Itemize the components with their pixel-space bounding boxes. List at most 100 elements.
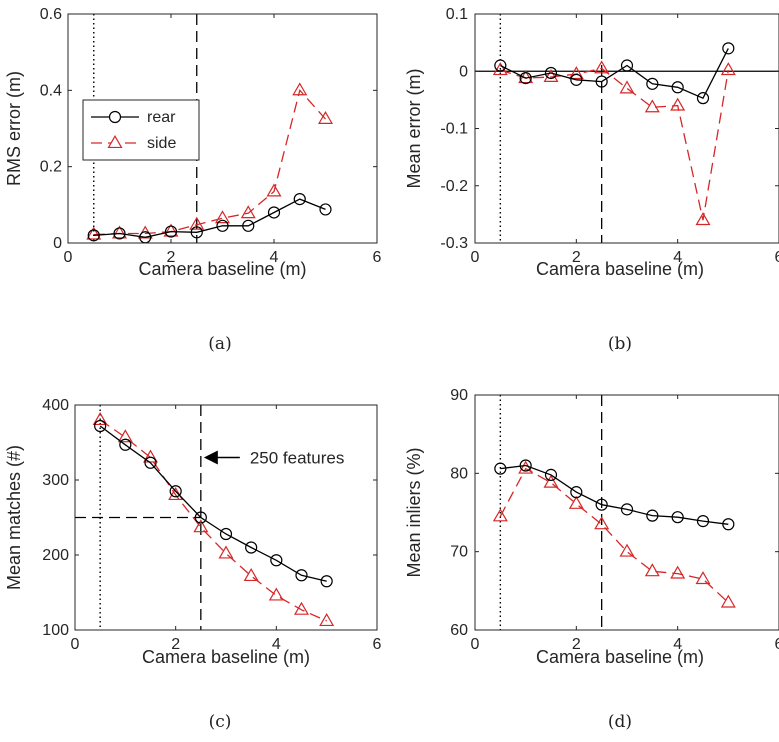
rear-data-point xyxy=(164,225,178,238)
rear-data-point xyxy=(646,509,659,522)
rear-data-point xyxy=(722,42,735,55)
side-data-point xyxy=(215,210,230,224)
x-tick-label: 6 xyxy=(373,636,382,653)
rear-data-point xyxy=(570,486,583,499)
side-data-point xyxy=(695,212,711,226)
rear-data-point xyxy=(570,73,583,86)
x-axis-label: Camera baseline (m) xyxy=(142,647,310,667)
side-data-point xyxy=(619,80,635,94)
annotation: 250 features xyxy=(203,449,345,468)
side-data-point xyxy=(543,68,559,82)
rear-data-point xyxy=(245,541,258,554)
legend: rear side xyxy=(82,99,200,161)
side-data-point xyxy=(492,508,508,522)
x-tick-label: 6 xyxy=(775,249,779,266)
rear-data-point xyxy=(190,226,203,239)
plot-area-2 xyxy=(75,405,335,630)
x-tick-label: 4 xyxy=(270,249,279,266)
chart-panel-3: 0 2 4 6 60 70 80 90 Camera baseline (m) Mean inli… xyxy=(404,387,779,732)
side-data-point xyxy=(266,183,282,197)
y-tick-label: 0.1 xyxy=(446,6,468,23)
rear-data-point xyxy=(595,75,608,88)
side-data-point xyxy=(644,99,660,113)
side-data-point xyxy=(319,612,335,627)
side-data-point xyxy=(594,516,610,530)
rear-data-point xyxy=(242,219,255,232)
y-tick-label: -0.2 xyxy=(440,178,468,195)
axes-box xyxy=(67,13,378,244)
axes-box xyxy=(474,394,779,631)
rear-data-point xyxy=(494,59,507,72)
x-axis-label: Camera baseline (m) xyxy=(536,647,704,667)
rear-data-point xyxy=(113,227,126,240)
chart-panel-0: 0 2 4 6 0 0.2 0.4 0.6 Camera baseline (m) RMS err… xyxy=(4,6,382,354)
y-tick-label: 90 xyxy=(450,387,468,404)
y-axis-label: RMS error (m) xyxy=(4,71,24,186)
y-tick-label: -0.3 xyxy=(440,235,468,252)
rear-data-point xyxy=(169,485,182,498)
axes-box xyxy=(74,404,378,631)
rear-data-point xyxy=(320,575,333,588)
side-data-point xyxy=(568,495,584,509)
rear-data-point xyxy=(144,456,157,469)
y-tick-label: 60 xyxy=(450,622,468,639)
annotation-label: 250 features xyxy=(250,449,345,468)
rear-data-point xyxy=(544,66,558,80)
y-tick-label: 100 xyxy=(42,622,69,639)
rear-data-point xyxy=(620,59,634,72)
y-tick-label: 70 xyxy=(450,544,468,561)
plot-area-3 xyxy=(492,395,736,630)
rear-data-point xyxy=(671,81,684,94)
x-tick-label: 2 xyxy=(572,249,581,266)
chart-panel-1: 0 2 4 6 -0.3 -0.2 -0.1 0 0.1 Camera baseline (m) M… xyxy=(404,6,779,354)
side-data-point xyxy=(268,587,284,601)
side-series-line xyxy=(500,67,729,221)
side-data-point xyxy=(218,545,234,559)
rear-data-point xyxy=(519,72,532,85)
rear-data-point xyxy=(671,511,684,524)
y-tick-label: 0.6 xyxy=(40,6,62,23)
rear-series-line xyxy=(93,198,326,238)
rear-series-line xyxy=(500,464,729,525)
x-tick-label: 4 xyxy=(272,636,281,653)
rear-data-point xyxy=(295,569,308,582)
side-data-point xyxy=(720,594,736,608)
side-data-point xyxy=(594,60,610,74)
rear-data-point xyxy=(87,229,100,242)
rear-data-point xyxy=(620,503,634,516)
rear-series-line xyxy=(99,425,327,582)
side-data-point xyxy=(193,519,209,533)
side-data-point xyxy=(720,62,736,76)
y-tick-label: 0 xyxy=(459,63,468,80)
y-axis-label: Mean inliers (%) xyxy=(404,447,424,577)
side-data-point xyxy=(644,563,660,577)
side-data-point xyxy=(143,449,158,463)
panel-caption: (c) xyxy=(209,712,232,732)
x-tick-label: 0 xyxy=(471,636,480,653)
legend-marker xyxy=(107,134,123,149)
y-tick-label: 0 xyxy=(53,235,62,252)
y-tick-label: 200 xyxy=(42,547,69,564)
side-data-point xyxy=(86,226,102,240)
rear-data-point xyxy=(319,203,332,216)
x-tick-label: 6 xyxy=(373,249,382,266)
rear-data-point xyxy=(722,518,735,531)
y-tick-label: 0.2 xyxy=(40,159,62,176)
side-data-point xyxy=(243,567,259,582)
x-tick-label: 4 xyxy=(673,636,682,653)
side-data-point xyxy=(189,216,205,230)
plot-area-0 xyxy=(86,14,333,243)
x-tick-label: 2 xyxy=(572,636,581,653)
legend-label: rear xyxy=(147,109,176,126)
side-series-line xyxy=(93,88,326,236)
side-data-point xyxy=(568,66,584,80)
rear-data-point xyxy=(194,511,207,524)
side-data-point xyxy=(112,225,127,239)
rear-data-point xyxy=(119,438,132,451)
rear-data-point xyxy=(270,554,283,567)
x-axis-label: Camera baseline (m) xyxy=(138,259,306,279)
y-axis-label: Mean matches (#) xyxy=(4,445,24,590)
rear-data-point xyxy=(293,193,306,206)
side-data-point xyxy=(695,571,711,585)
